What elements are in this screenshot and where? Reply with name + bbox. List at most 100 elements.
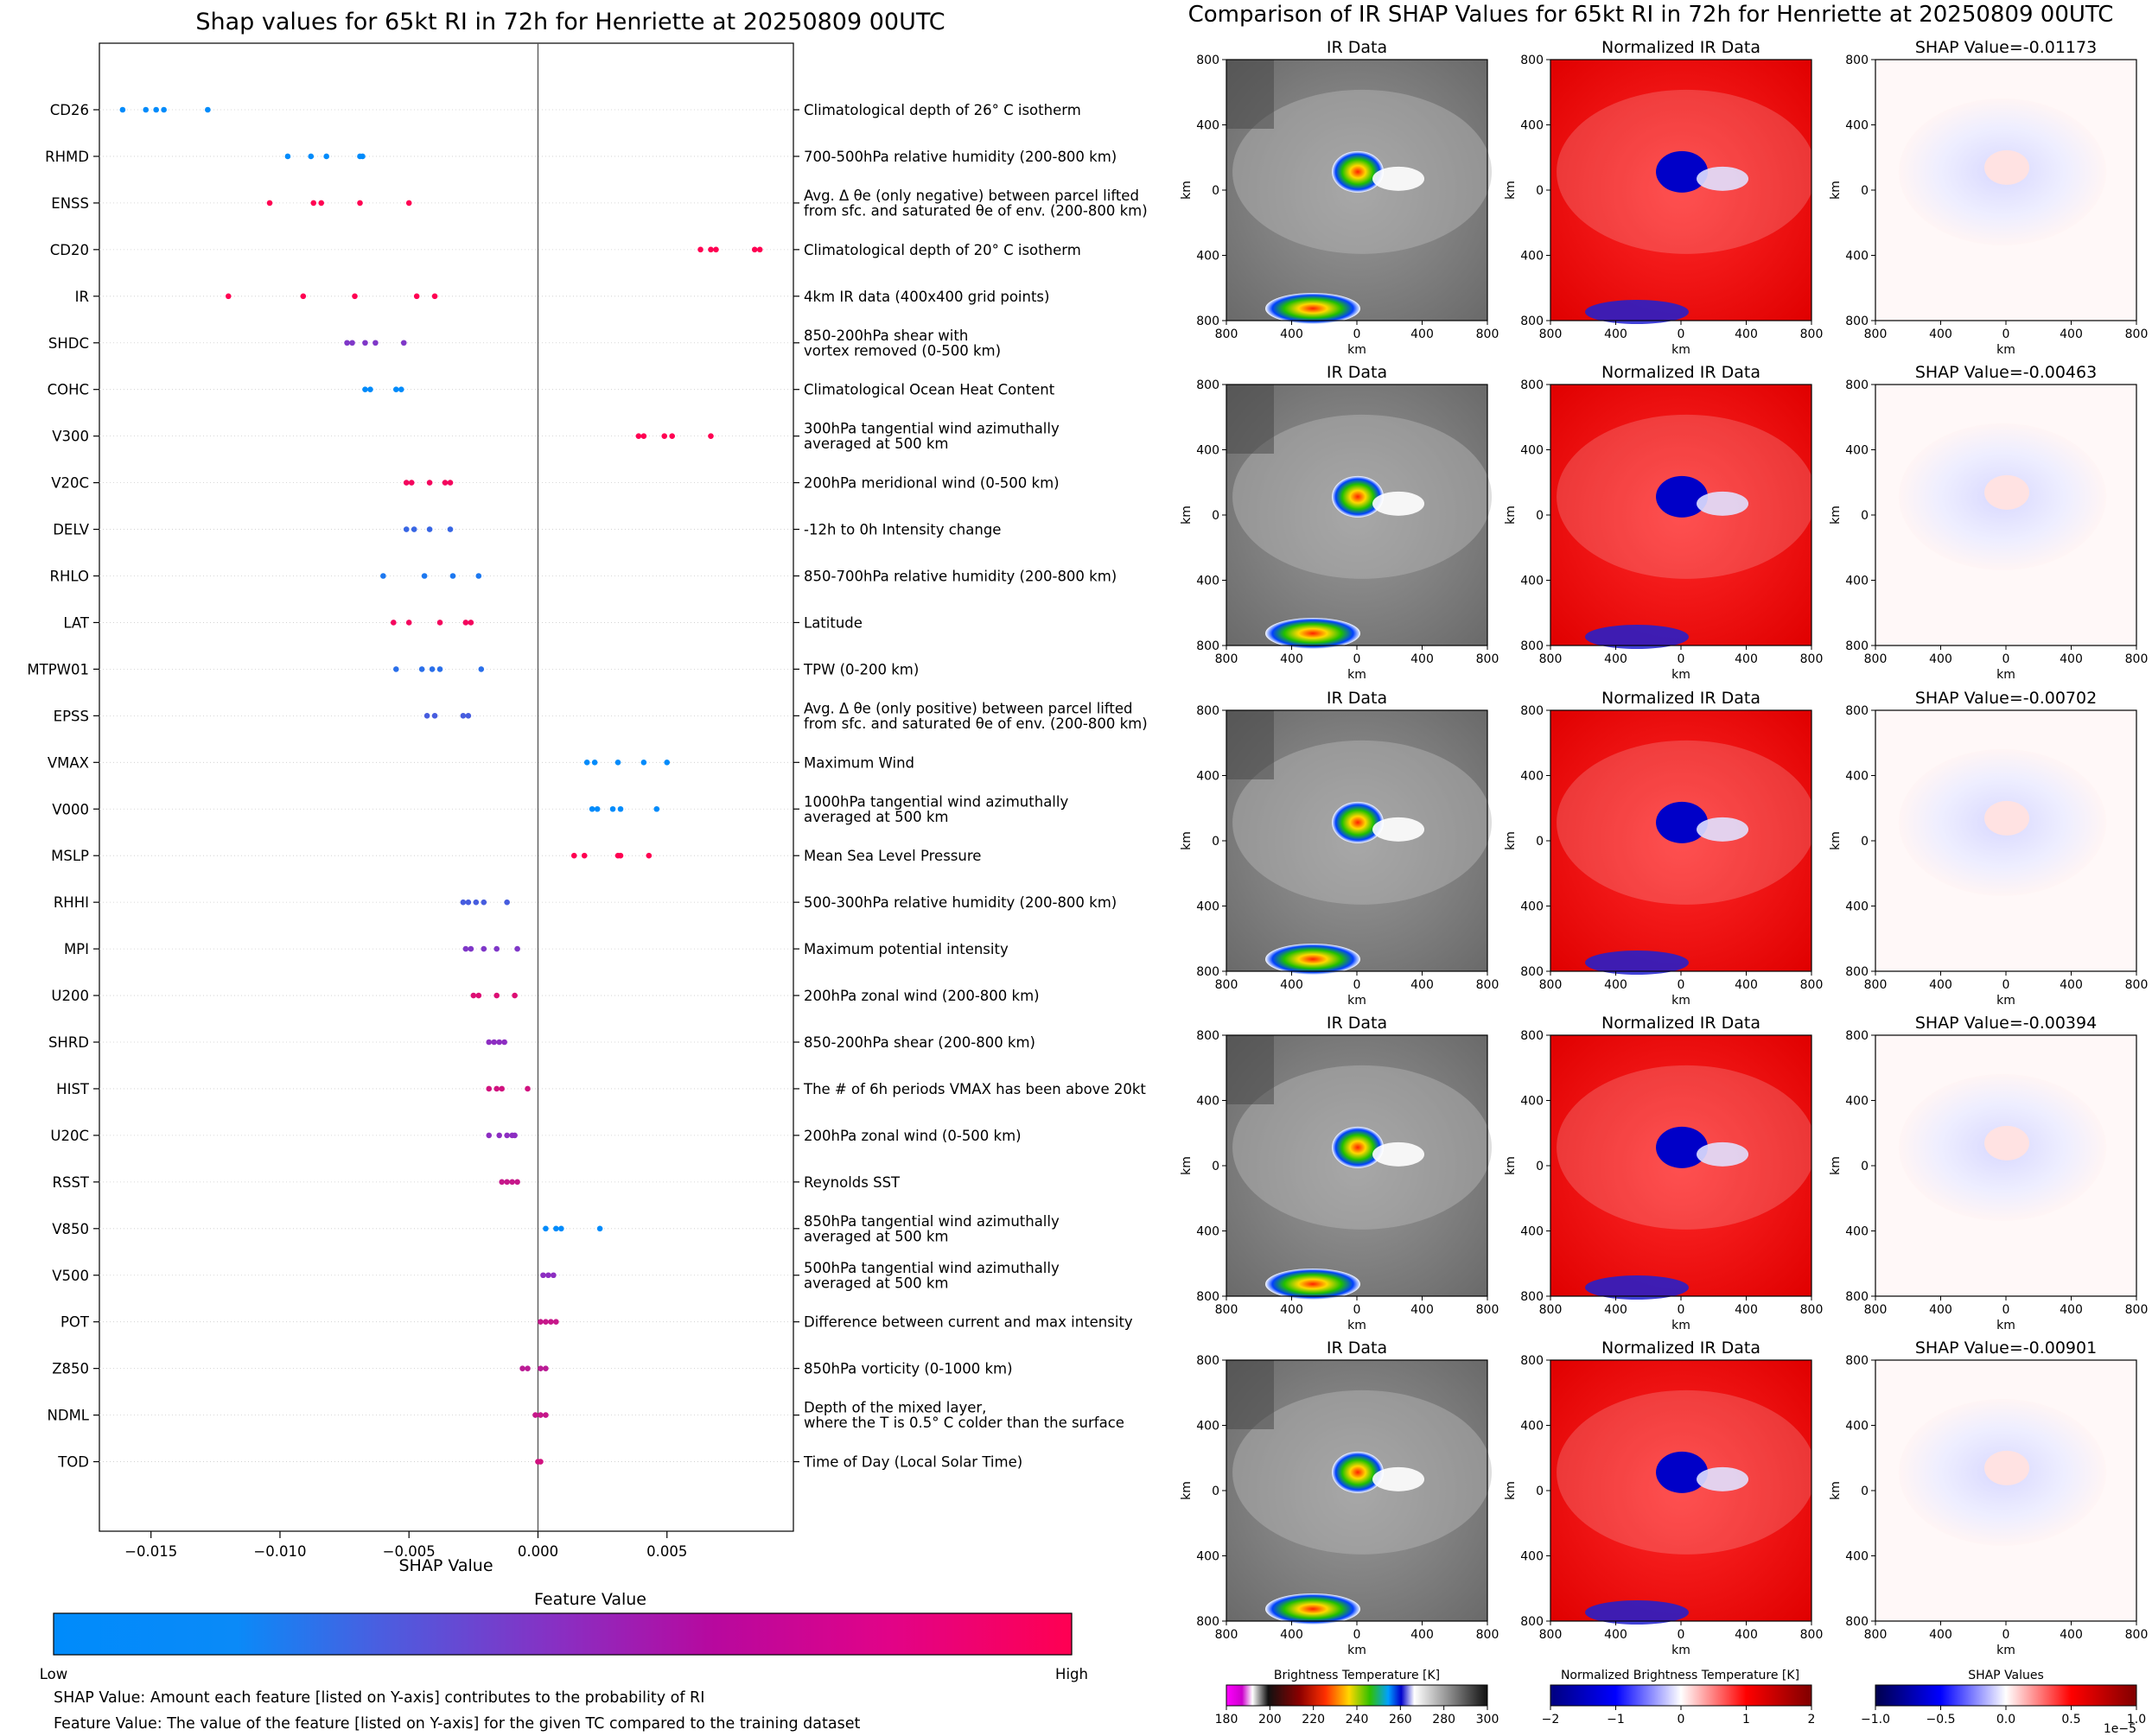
y-tick-label: 800 bbox=[1845, 704, 1869, 718]
shap-point-shdc bbox=[400, 340, 407, 347]
feature-label-v000: V000 bbox=[52, 801, 89, 817]
feature-desc-rsst: Reynolds SST bbox=[804, 1174, 901, 1191]
convection-south bbox=[1265, 1269, 1360, 1300]
x-axis-label: km bbox=[1996, 994, 2015, 1008]
panel-title: SHAP Value=-0.00702 bbox=[1915, 689, 2097, 708]
colorbar-tick-label: 280 bbox=[1432, 1713, 1455, 1726]
feature-desc-lat: Latitude bbox=[804, 614, 863, 631]
x-tick-label: 400 bbox=[1735, 1303, 1758, 1317]
feature-desc-mslp: Mean Sea Level Pressure bbox=[804, 848, 981, 864]
shap-point-shdc bbox=[362, 340, 368, 347]
feature-label-v20c: V20C bbox=[51, 475, 89, 492]
shap-point-delv bbox=[426, 526, 433, 532]
colorbar-tick-label: 180 bbox=[1215, 1713, 1238, 1726]
feature-label-mpi: MPI bbox=[64, 941, 89, 957]
shap-point-tod bbox=[538, 1459, 544, 1465]
feature-label-rhmd: RHMD bbox=[45, 149, 89, 165]
colorbar-tick-label: −2 bbox=[1542, 1713, 1560, 1726]
x-tick-label: 400 bbox=[1280, 327, 1303, 341]
x-tick-label: 400 bbox=[1280, 1628, 1303, 1642]
y-tick-label: 400 bbox=[1520, 575, 1544, 588]
y-tick-label: 400 bbox=[1520, 1225, 1544, 1239]
feature-label-vmax: VMAX bbox=[48, 754, 89, 771]
feature-value-colorbar bbox=[53, 1612, 1073, 1656]
feature-desc-epss: from sfc. and saturated θe of env. (200-… bbox=[804, 715, 1148, 732]
shap-point-rhlo bbox=[421, 573, 428, 579]
x-axis-label: km bbox=[1996, 668, 2015, 682]
x-tick-label: 800 bbox=[1215, 327, 1238, 341]
feature-label-cd20: CD20 bbox=[50, 242, 89, 258]
panel-title: IR Data bbox=[1327, 689, 1387, 708]
feature-desc-v500: 500hPa tangential wind azimuthally bbox=[804, 1260, 1060, 1276]
shap-point-v850 bbox=[553, 1225, 559, 1232]
y-tick-label: 0 bbox=[1212, 509, 1219, 523]
feature-label-rhlo: RHLO bbox=[50, 569, 89, 585]
y-tick-label: 800 bbox=[1845, 1354, 1869, 1368]
shap-point-hist bbox=[486, 1085, 493, 1092]
x-tick-label: 800 bbox=[1864, 1303, 1888, 1317]
feature-desc-u200: 200hPa zonal wind (200-800 km) bbox=[804, 988, 1040, 1004]
feature-label-delv: DELV bbox=[53, 522, 90, 538]
shap-point-v20c bbox=[442, 480, 449, 486]
y-tick-label: 400 bbox=[1845, 1550, 1869, 1564]
y-tick-label: 400 bbox=[1196, 444, 1219, 458]
shap-point-epss bbox=[460, 713, 467, 719]
cold-cloud-tail bbox=[1372, 491, 1425, 516]
y-tick-label: 400 bbox=[1845, 1095, 1869, 1109]
x-tick-label: 800 bbox=[1539, 1628, 1563, 1642]
cold-cloud-tail bbox=[1372, 817, 1425, 842]
y-tick-label: 400 bbox=[1196, 1550, 1219, 1564]
x-axis-label: km bbox=[1347, 343, 1366, 357]
shap-point-u200 bbox=[475, 992, 482, 999]
shap-colorbar-group: SHAP Values −1.0 −0.5 0.0 0.5 1.0 1e−5 bbox=[1861, 1669, 2146, 1736]
x-axis-label: km bbox=[1671, 668, 1690, 682]
x-tick-label: 800 bbox=[1476, 1303, 1499, 1317]
y-tick-label: 800 bbox=[1196, 704, 1219, 718]
y-axis-label: km bbox=[1180, 1481, 1194, 1500]
x-tick-label: 800 bbox=[1476, 652, 1499, 666]
colorbar-tick-label: 300 bbox=[1476, 1713, 1499, 1726]
x-tick-label: 0 bbox=[1678, 978, 1685, 992]
shap-point-rhlo bbox=[449, 573, 456, 579]
panel-title: IR Data bbox=[1327, 1339, 1387, 1358]
shap-point-delv bbox=[411, 526, 417, 532]
convection-south bbox=[1585, 300, 1689, 324]
shap-point-z850 bbox=[538, 1365, 544, 1371]
x-tick-label: 0 bbox=[1678, 327, 1685, 341]
shap-point-mslp bbox=[617, 852, 624, 859]
x-tick-label: 400 bbox=[1929, 978, 1952, 992]
feature-desc-cd26: Climatological depth of 26° C isotherm bbox=[804, 102, 1081, 118]
left-title: Shap values for 65kt RI in 72h for Henri… bbox=[195, 9, 945, 35]
feature-label-tod: TOD bbox=[57, 1454, 89, 1471]
x-tick-label: 800 bbox=[1539, 652, 1563, 666]
shap-point-lat bbox=[405, 620, 412, 626]
feature-desc-v20c: 200hPa meridional wind (0-500 km) bbox=[804, 475, 1060, 492]
feature-label-mtpw01: MTPW01 bbox=[27, 661, 89, 677]
shap-point-enss bbox=[310, 200, 317, 207]
y-axis-label: km bbox=[1180, 506, 1194, 525]
y-axis-label: km bbox=[1504, 181, 1518, 200]
x-tick-label: 800 bbox=[1476, 1628, 1499, 1642]
y-tick-label: 0 bbox=[1212, 1485, 1219, 1498]
shap-point-mpi bbox=[468, 945, 474, 952]
y-tick-label: 0 bbox=[1212, 184, 1219, 198]
y-tick-label: 800 bbox=[1196, 1290, 1219, 1304]
y-tick-label: 400 bbox=[1196, 1420, 1219, 1434]
y-tick-label: 400 bbox=[1520, 1420, 1544, 1434]
y-tick-label: 800 bbox=[1196, 639, 1219, 653]
x-tick-label: 400 bbox=[2060, 978, 2083, 992]
feature-desc-hist: The # of 6h periods VMAX has been above … bbox=[803, 1081, 1146, 1097]
y-tick-label: 800 bbox=[1196, 1354, 1219, 1368]
shap-point-hist bbox=[525, 1085, 531, 1092]
feature-label-u20c: U20C bbox=[50, 1128, 89, 1144]
feature-label-lat: LAT bbox=[63, 614, 90, 631]
shap-point-ir bbox=[413, 293, 420, 300]
x-tick-label: 0 bbox=[1353, 978, 1361, 992]
norm-colorbar-title: Normalized Brightness Temperature [K] bbox=[1561, 1669, 1799, 1682]
shap-core bbox=[1984, 800, 2030, 836]
y-tick-label: 800 bbox=[1845, 1290, 1869, 1304]
shap-point-ndml bbox=[538, 1412, 544, 1418]
shap-point-ndml bbox=[543, 1412, 549, 1418]
colorbar-tick-label: −1.0 bbox=[1861, 1713, 1890, 1726]
shap-point-cd26 bbox=[153, 106, 159, 113]
